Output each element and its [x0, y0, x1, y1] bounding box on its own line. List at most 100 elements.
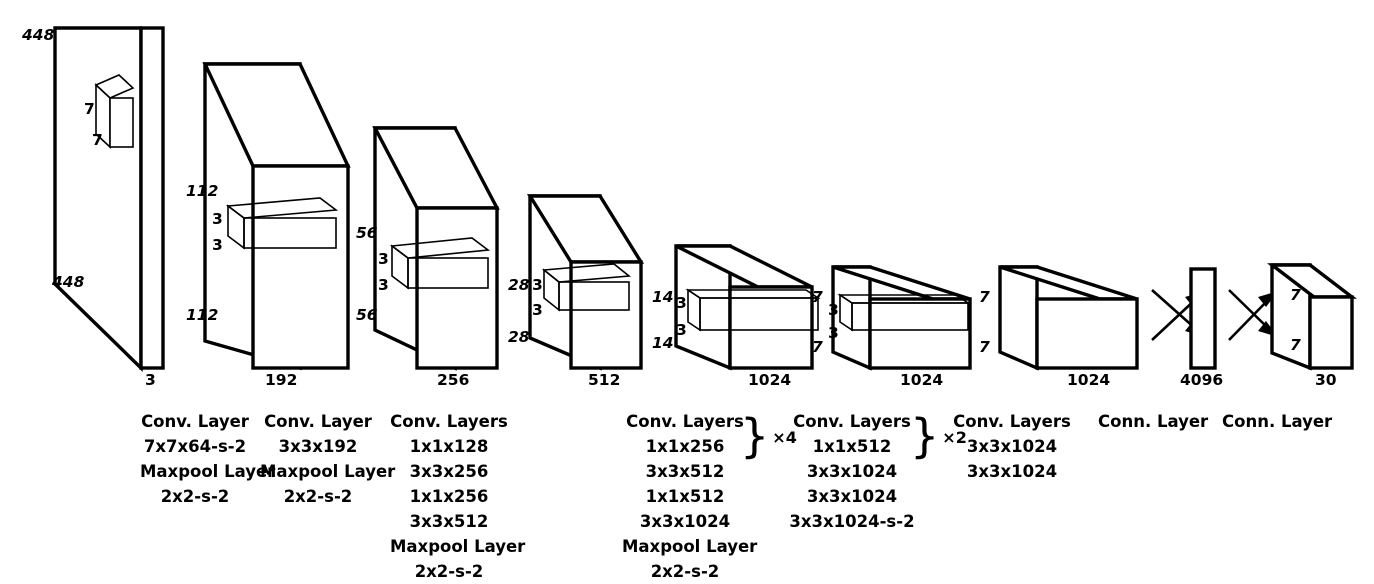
kernel-3x3-on-1024-b-height-label: 3	[828, 301, 839, 319]
volume-input-image: 448 448 3	[21, 26, 165, 389]
caption-conv-4-line-4: 3x3x1024	[639, 512, 731, 531]
kernel-3x3-on-512: 3 3	[532, 263, 632, 319]
block-192-height-label: 112	[186, 182, 218, 200]
kernel-3x3-on-1024-a-height-label: 3	[676, 294, 687, 312]
vector-4096-body	[1189, 267, 1217, 370]
kernel-3x3-on-1024-a-width-label: 3	[676, 321, 687, 339]
caption-conv-1-line-0: Conv. Layer	[141, 412, 249, 431]
volume-vector-4096: 4096	[1180, 267, 1223, 389]
input-image-width-label: 448	[51, 273, 85, 291]
caption-conv-1-line-2: Maxpool Layer	[140, 462, 276, 481]
caption-conv-2-line-1: 3x3x192	[278, 437, 358, 456]
caption-conv-4-multiplier: ×4	[772, 428, 797, 447]
kernel-7x7-front-face	[109, 97, 134, 148]
block-1024-b-front-face	[868, 297, 972, 370]
kernel-3x3-on-512-height-label: 3	[532, 276, 543, 294]
kernel-7x7-height-label: 7	[84, 100, 95, 118]
volume-block-512: 28 28 512	[508, 194, 645, 389]
block-512-height-label: 28	[508, 276, 530, 294]
volume-block-192: 112 112 192	[186, 62, 351, 389]
block-192-front-face	[251, 164, 350, 370]
caption-conv-1: Conv. Layer 7x7x64-s-2 Maxpool Layer 2x2…	[140, 409, 276, 509]
caption-conv-6-line-1: 3x3x1024	[966, 437, 1058, 456]
caption-conn-2: Conn. Layer	[1222, 409, 1332, 434]
block-1024-c-depth-label: 1024	[1067, 371, 1110, 389]
caption-conv-2-line-0: Conv. Layer	[264, 412, 372, 431]
input-image-height-label: 448	[21, 26, 55, 44]
block-1024-c-side-face	[998, 265, 1039, 371]
kernel-3x3-on-1024-b: 3 3	[828, 293, 971, 342]
block-256-height-label: 56	[356, 224, 378, 242]
caption-conv-3-line-4: 3x3x512	[409, 512, 489, 531]
kernel-3x3-on-256-height-label: 3	[378, 250, 389, 268]
kernel-3x3-on-192-width-label: 3	[212, 236, 223, 254]
caption-conn-2-line-0: Conn. Layer	[1222, 412, 1333, 431]
caption-conv-6: Conv. Layers 3x3x1024 3x3x1024	[950, 409, 1074, 484]
block-1024-a-depth-label: 1024	[748, 371, 791, 389]
output-30-height-label: 7	[1290, 286, 1301, 304]
figure-canvas: 448 448 3 7 7 112 112 192 3 3	[21, 26, 1358, 581]
caption-conv-4-line-1: 1x1x256	[645, 437, 725, 456]
caption-conv-4-bracket: } ×4	[740, 408, 797, 463]
output-30-front-face	[1308, 295, 1354, 370]
block-1024-c-height-label: 7	[979, 288, 990, 306]
caption-conv-3-line-0: Conv. Layers	[390, 412, 508, 431]
block-1024-b-height-label: 7	[812, 288, 823, 306]
caption-conv-2: Conv. Layer 3x3x192 Maxpool Layer 2x2-s-…	[260, 409, 396, 509]
caption-conv-4-line-3: 1x1x512	[645, 487, 725, 506]
caption-conv-5-line-4: 3x3x1024-s-2	[789, 512, 915, 531]
kernel-3x3-on-512-width-label: 3	[532, 301, 543, 319]
caption-conv-5-multiplier: ×2	[942, 428, 967, 447]
caption-conv-2-line-3: 2x2-s-2	[283, 487, 353, 506]
input-image-depth-label: 3	[145, 371, 156, 389]
caption-conv-6-line-0: Conv. Layers	[953, 412, 1071, 431]
block-1024-b-depth-label: 1024	[900, 371, 943, 389]
caption-conv-1-line-1: 7x7x64-s-2	[143, 437, 247, 456]
kernel-3x3-on-192: 3 3	[212, 197, 339, 254]
volume-block-1024-a: 14 14 1024	[652, 244, 814, 389]
block-1024-a-front-face	[728, 285, 814, 370]
vector-4096-depth-label: 4096	[1180, 371, 1223, 389]
kernel-3x3-on-1024-b-front-face	[851, 302, 969, 331]
input-image-front-face	[139, 26, 165, 370]
block-512-width-label: 28	[508, 328, 530, 346]
kernel-3x3-on-256-width-label: 3	[378, 276, 389, 294]
block-1024-a-width-label: 14	[652, 334, 674, 352]
caption-conv-5-line-2: 3x3x1024	[806, 462, 898, 481]
kernel-3x3-on-256: 3 3	[378, 237, 491, 294]
block-256-width-label: 56	[356, 306, 378, 324]
caption-conv-3-line-3: 1x1x256	[409, 487, 489, 506]
caption-conv-6-line-2: 3x3x1024	[966, 462, 1058, 481]
block-1024-a-height-label: 14	[652, 288, 674, 306]
kernel-3x3-on-512-front-face	[558, 281, 630, 311]
block-256-depth-label: 256	[437, 371, 469, 389]
caption-conv-2-line-2: Maxpool Layer	[260, 462, 396, 481]
arrow-2-down-line	[1228, 289, 1271, 331]
caption-conv-4-line-0: Conv. Layers	[626, 412, 744, 431]
caption-conv-5: Conv. Layers 1x1x512 3x3x1024 3x3x1024 3…	[778, 409, 926, 534]
kernel-3x3-on-192-height-label: 3	[212, 210, 223, 228]
kernel-3x3-on-1024-a: 3 3	[676, 288, 821, 339]
caption-conv-3-line-5: Maxpool Layer	[390, 537, 526, 556]
input-image-side-face	[53, 26, 143, 373]
caption-conv-4-line-2: 3x3x512	[645, 462, 725, 481]
arrow-2-up-line	[1228, 297, 1271, 341]
caption-conv-4: Conv. Layers 1x1x256 3x3x512 1x1x512 3x3…	[622, 409, 758, 584]
output-30-depth-label: 30	[1315, 371, 1337, 389]
block-1024-c-front-face	[1035, 297, 1139, 370]
caption-conv-5-line-0: Conv. Layers	[793, 412, 911, 431]
volume-block-1024-c: 7 7 1024	[979, 265, 1139, 389]
kernel-7x7-width-label: 7	[92, 131, 103, 149]
architecture-diagram: 448 448 3 7 7 112 112 192 3 3	[21, 26, 1358, 389]
kernel-3x3-on-1024-a-front-face	[699, 297, 819, 331]
caption-conv-3-line-1: 1x1x128	[409, 437, 489, 456]
caption-conv-5-bracket: } ×2	[910, 408, 967, 463]
caption-conv-4-line-5: Maxpool Layer	[622, 537, 758, 556]
kernel-3x3-on-192-front-face	[243, 217, 337, 249]
caption-conv-1-line-3: 2x2-s-2	[160, 487, 230, 506]
caption-conv-5-line-3: 3x3x1024	[806, 487, 898, 506]
output-30-width-label: 7	[1290, 336, 1301, 354]
block-192-depth-label: 192	[265, 371, 297, 389]
caption-conn-1-line-0: Conn. Layer	[1098, 412, 1209, 431]
block-192-width-label: 112	[186, 306, 218, 324]
